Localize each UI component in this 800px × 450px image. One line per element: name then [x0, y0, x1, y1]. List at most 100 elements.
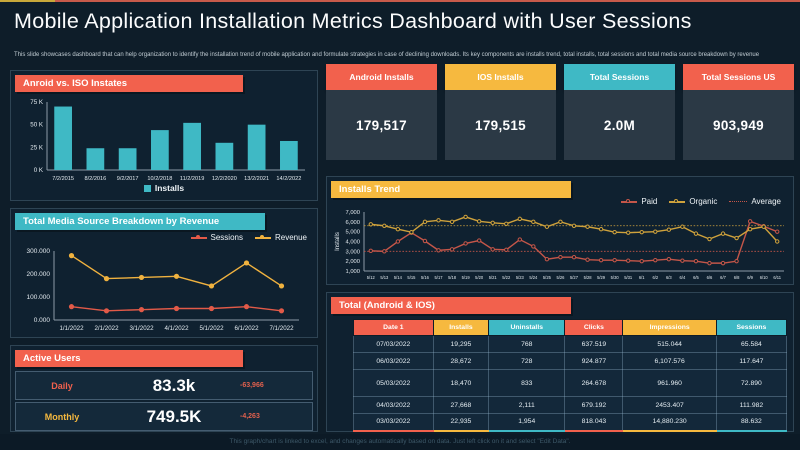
top-accent-red — [55, 0, 800, 2]
svg-text:1,000: 1,000 — [345, 269, 360, 275]
legend-label: Paid — [641, 197, 658, 206]
table-cell: 72.890 — [715, 369, 788, 397]
active-users-monthly-row: Monthly 749.5K -4,263 — [15, 402, 313, 431]
android-vs-ios-bar-chart[interactable]: 0 K 25 K 50 K 75 K 7/2/2015 8/2/2016 9/2/2017 1… — [17, 97, 311, 183]
revenue-legend-swatch — [254, 234, 271, 239]
svg-text:5/22: 5/22 — [502, 275, 511, 280]
svg-text:0 K: 0 K — [34, 167, 44, 174]
svg-text:5/17: 5/17 — [435, 275, 444, 280]
panel-header-totals: Total (Android & IOS) — [331, 297, 571, 314]
table-cell: 19,295 — [432, 335, 490, 353]
monthly-label: Monthly — [44, 411, 80, 422]
revenue-legend-dot — [259, 234, 264, 239]
svg-text:5/20: 5/20 — [475, 275, 484, 280]
svg-text:7/2/2015: 7/2/2015 — [52, 176, 74, 182]
svg-text:7,000: 7,000 — [345, 210, 360, 216]
table-cell: 18,470 — [432, 369, 490, 397]
svg-text:Installs: Installs — [335, 232, 341, 251]
footer-note: This graph/chart is linked to excel, and… — [0, 434, 800, 450]
table-column-header: Date 1 — [353, 319, 434, 336]
panel-header-active-users: Active Users — [15, 350, 243, 367]
svg-text:1/1/2022: 1/1/2022 — [59, 325, 84, 332]
svg-text:6/2: 6/2 — [652, 275, 658, 280]
svg-text:14/2/2022: 14/2/2022 — [276, 176, 301, 182]
table-column-header: Sessions — [715, 319, 788, 336]
svg-text:5/25: 5/25 — [543, 275, 552, 280]
svg-text:6/10: 6/10 — [760, 275, 769, 280]
page-subtitle: This slide showcases dashboard that can … — [14, 52, 760, 58]
panel-header-android-vs-ios: Anroid vs. ISO Instates — [15, 75, 243, 92]
svg-text:5/21: 5/21 — [489, 275, 498, 280]
totals-table[interactable]: Date 1 Installs Uninstalls Clicks Impression… — [353, 319, 788, 432]
svg-text:5/1/2022: 5/1/2022 — [199, 325, 224, 332]
table-cell: 2453.407 — [622, 396, 717, 414]
svg-text:5/29: 5/29 — [597, 275, 606, 280]
panel-header-installs-trend: Installs Trend — [331, 181, 571, 198]
svg-text:5/15: 5/15 — [407, 275, 416, 280]
legend-item-sessions: Sessions — [190, 233, 243, 242]
svg-text:3/1/2022: 3/1/2022 — [129, 325, 154, 332]
kpi-header: Total Sessions US — [683, 64, 794, 90]
table-cell: 515.044 — [622, 335, 717, 353]
svg-text:5/30: 5/30 — [611, 275, 620, 280]
table-cell: 111.982 — [715, 396, 788, 414]
table-cell: 22,935 — [432, 413, 490, 432]
daily-delta: -63,966 — [240, 382, 264, 389]
active-users-daily-row: Daily 83.3k -63,966 — [15, 371, 313, 400]
svg-text:13/2/2021: 13/2/2021 — [244, 176, 269, 182]
table-cell: 768 — [488, 335, 566, 353]
panel-header-media-source: Total Media Source Breakdown by Revenue — [15, 213, 265, 230]
svg-text:200.000: 200.000 — [27, 271, 51, 278]
svg-text:6/9: 6/9 — [747, 275, 753, 280]
totals-table-body: 07/03/2022 19,295 768 637.519 515.044 65.584 0… — [353, 335, 788, 432]
svg-text:5/26: 5/26 — [556, 275, 565, 280]
panel-android-vs-ios: Anroid vs. ISO Instates 0 K 25 K 50 K 75 K 7… — [10, 70, 318, 201]
table-cell: 117.647 — [715, 352, 788, 370]
table-cell: 07/03/2022 — [353, 335, 434, 353]
bar-chart-legend: Installs — [11, 183, 317, 193]
kpi-value: 179,517 — [326, 90, 437, 160]
svg-text:5/28: 5/28 — [584, 275, 593, 280]
svg-text:10/2/2018: 10/2/2018 — [147, 176, 172, 182]
svg-text:6/11: 6/11 — [773, 275, 781, 280]
panel-installs-trend: Installs Trend Paid Organic Average 1,00… — [326, 176, 794, 285]
monthly-value: 749.5K — [146, 406, 202, 426]
kpi-header: IOS Installs — [445, 64, 556, 90]
paid-legend-swatch — [621, 198, 638, 203]
svg-text:5/13: 5/13 — [380, 275, 389, 280]
table-cell: 28,672 — [432, 352, 490, 370]
installs-legend-swatch — [143, 184, 151, 192]
legend-label: Revenue — [274, 233, 307, 242]
svg-text:5/27: 5/27 — [570, 275, 579, 280]
svg-text:11/2/2019: 11/2/2019 — [180, 176, 204, 182]
svg-text:5/19: 5/19 — [462, 275, 471, 280]
legend-label: Installs — [154, 183, 185, 193]
svg-text:6/4: 6/4 — [680, 275, 686, 280]
table-cell: 679.192 — [564, 396, 624, 414]
kpi-android-installs: Android Installs 179,517 — [326, 64, 437, 160]
table-cell: 03/03/2022 — [353, 413, 434, 432]
kpi-total-sessions: Total Sessions 2.0M — [564, 64, 675, 160]
table-cell: 924.877 — [564, 352, 624, 370]
kpi-total-sessions-us: Total Sessions US 903,949 — [683, 64, 794, 160]
table-cell: 961.960 — [622, 369, 717, 397]
svg-text:300.000: 300.000 — [27, 248, 51, 255]
legend-item-revenue: Revenue — [254, 233, 307, 242]
table-cell: 04/03/2022 — [353, 396, 434, 414]
table-cell: 65.584 — [715, 335, 788, 353]
table-cell: 818.043 — [564, 413, 624, 432]
legend-item-average: Average — [729, 197, 781, 206]
daily-label: Daily — [51, 380, 73, 391]
legend-label: Organic — [689, 197, 718, 206]
legend-item-paid: Paid — [621, 197, 657, 206]
installs-trend-line-chart[interactable]: 1,000 2,000 3,000 4,000 5,000 6,000 7,000 5/12 5… — [331, 209, 789, 282]
svg-text:4/1/2022: 4/1/2022 — [164, 325, 189, 332]
svg-text:8/2/2016: 8/2/2016 — [84, 176, 106, 182]
table-row: 07/03/2022 19,295 768 637.519 515.044 65.584 — [353, 335, 788, 353]
media-source-line-chart[interactable]: 0.000 100.000 200.000 300.000 1/1/2022 2/1/20… — [17, 245, 311, 333]
svg-text:0.000: 0.000 — [34, 317, 51, 324]
trend-chart-legend: Paid Organic Average — [621, 197, 781, 206]
kpi-value: 2.0M — [564, 90, 675, 160]
table-cell: 05/03/2022 — [353, 369, 434, 397]
svg-text:5/14: 5/14 — [394, 275, 403, 280]
